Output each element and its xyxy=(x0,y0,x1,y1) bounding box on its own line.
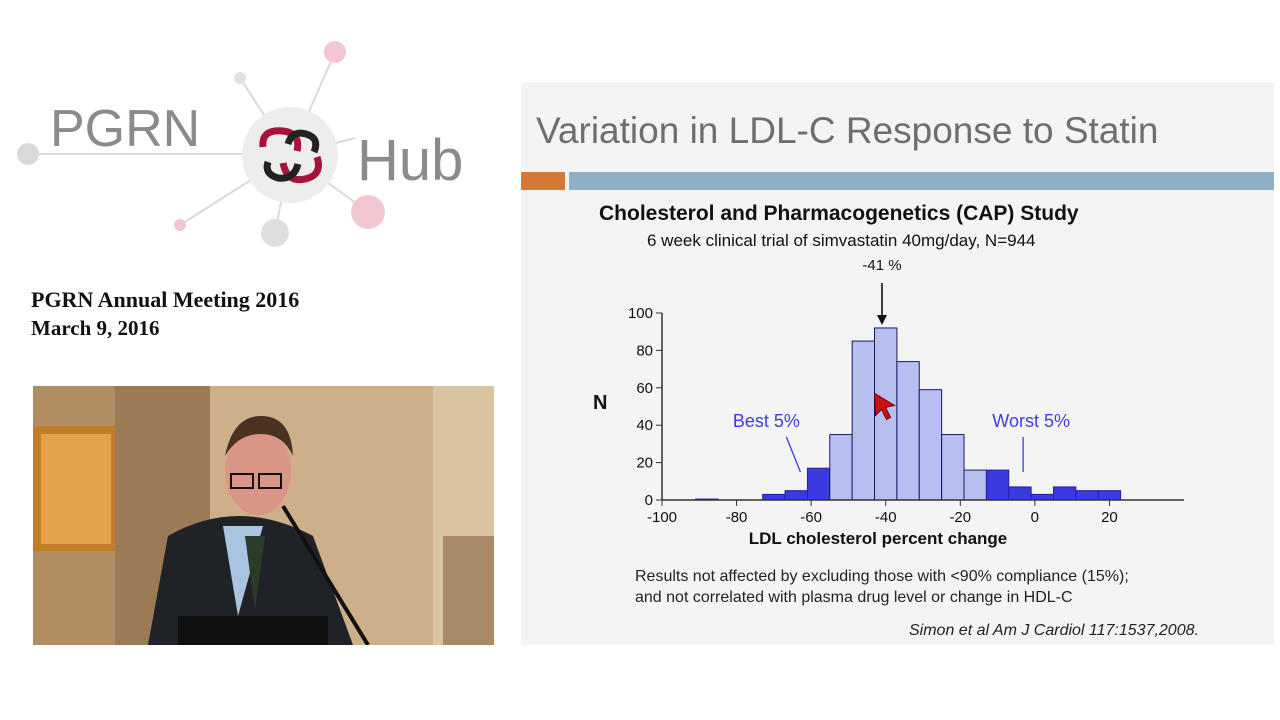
y-tick-label: 80 xyxy=(636,342,653,359)
slide-footnote: Results not affected by excluding those … xyxy=(635,566,1129,608)
ldl-histogram-chart: 100 80 60 40 20 0 -100 -80 -60 -40 -20 0 20 N LDL c… xyxy=(593,257,1184,548)
title-accent-blue xyxy=(569,172,1274,190)
y-axis-label: N xyxy=(593,392,607,414)
histogram-bar-16 xyxy=(1097,490,1122,501)
logo-text-left: PGRN xyxy=(50,100,200,158)
histogram-bar-3 xyxy=(806,467,831,501)
y-tick-label: 20 xyxy=(636,455,653,472)
logo-text-right: Hub xyxy=(357,128,463,193)
study-subtitle: 6 week clinical trial of simvastatin 40m… xyxy=(647,231,1036,250)
histogram-bar-10 xyxy=(963,469,987,501)
y-tick-label: 0 xyxy=(645,492,653,509)
x-tick-label: 0 xyxy=(1031,509,1039,526)
slide-citation: Simon et al Am J Cardiol 117:1537,2008. xyxy=(909,622,1199,639)
pgrn-hub-logo: PGRN Hub xyxy=(0,30,510,260)
footnote-line-2: and not correlated with plasma drug leve… xyxy=(635,589,1073,606)
worst-5-annotation: Worst 5% xyxy=(992,411,1070,431)
y-tick-label: 100 xyxy=(628,305,653,322)
histogram-bar-1 xyxy=(762,493,786,501)
x-tick-label: 20 xyxy=(1101,509,1118,526)
meeting-date: March 9, 2016 xyxy=(31,316,160,340)
x-tick-label: -100 xyxy=(647,509,677,526)
histogram-bar-7 xyxy=(896,361,920,501)
meeting-title: PGRN Annual Meeting 2016 xyxy=(31,287,300,312)
title-accent-orange xyxy=(521,172,565,190)
peak-annotation: -41 % xyxy=(862,257,901,274)
y-tick-label: 60 xyxy=(636,380,653,397)
x-tick-label: -20 xyxy=(949,509,971,526)
x-axis-label: LDL cholesterol percent change xyxy=(749,529,1008,548)
x-tick-label: -80 xyxy=(726,509,748,526)
slide-title: Variation in LDL-C Response to Statin xyxy=(536,110,1159,151)
footnote-line-1: Results not affected by excluding those … xyxy=(635,568,1129,585)
histogram-bar-8 xyxy=(918,389,943,501)
histogram-bar-5 xyxy=(851,340,876,501)
presentation-slide: Variation in LDL-C Response to Statin Ch… xyxy=(521,82,1274,645)
speaker-video[interactable] xyxy=(33,386,494,645)
histogram-bar-2 xyxy=(784,490,808,501)
histogram-bar-11 xyxy=(985,469,1010,501)
x-tick-label: -60 xyxy=(800,509,822,526)
histogram-bar-13 xyxy=(1030,493,1054,501)
histogram-bar-4 xyxy=(829,434,853,501)
study-title: Cholesterol and Pharmacogenetics (CAP) S… xyxy=(599,202,1079,225)
histogram-bar-9 xyxy=(941,434,965,501)
histogram-bar-15 xyxy=(1075,490,1099,501)
best-5-annotation-arrow xyxy=(785,436,802,473)
histogram-bar-14 xyxy=(1053,486,1077,501)
y-tick-label: 40 xyxy=(636,417,653,434)
peak-arrowhead xyxy=(876,315,887,325)
best-5-annotation: Best 5% xyxy=(733,411,800,431)
mouse-cursor xyxy=(873,392,896,421)
histogram-bar-12 xyxy=(1008,486,1032,501)
x-tick-label: -40 xyxy=(875,509,897,526)
